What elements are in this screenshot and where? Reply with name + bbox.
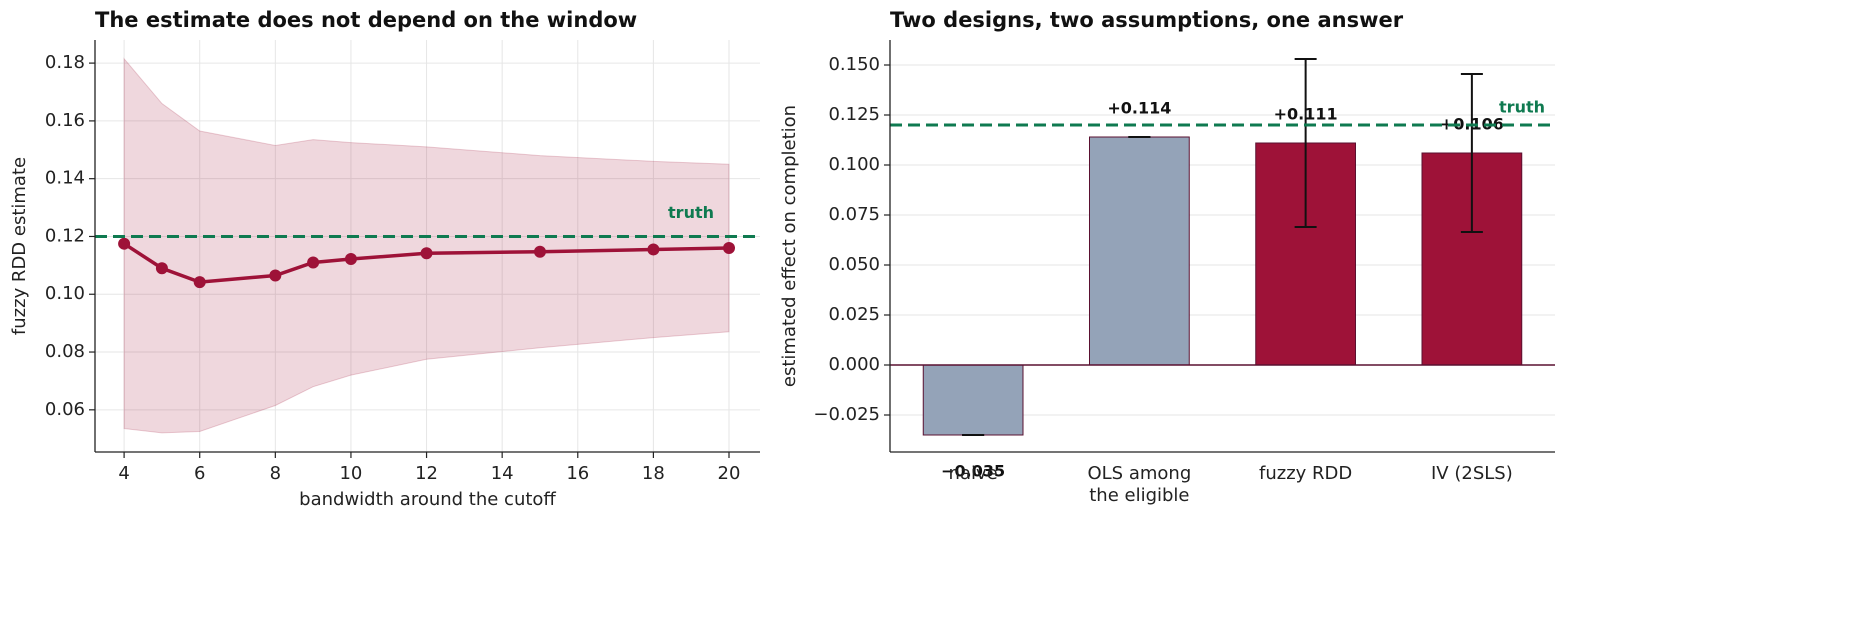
y-tick-label: 0.18 — [45, 52, 85, 73]
point — [533, 245, 546, 258]
point — [155, 262, 168, 275]
value-label: −0.035 — [941, 462, 1005, 481]
error-bar — [1460, 73, 1483, 233]
y-tick-label: 0.150 — [828, 54, 880, 75]
reference-label: truth — [668, 203, 714, 222]
x-tick-label: 10 — [339, 463, 362, 484]
y-tick-label: 0.050 — [828, 254, 880, 275]
point — [647, 243, 660, 256]
y-tick-label: 0.100 — [828, 154, 880, 175]
x-tick-label-line: the eligible — [1089, 485, 1189, 506]
y-tick-label: 0.08 — [45, 341, 85, 362]
bar — [1089, 136, 1190, 366]
y-tick-label: 0.06 — [45, 399, 85, 420]
chart-title: The estimate does not depend on the wind… — [95, 8, 637, 32]
y-axis-label: estimated effect on completion — [779, 105, 800, 387]
x-tick-label: 18 — [642, 463, 665, 484]
x-tick-label: IV (2SLS) — [1431, 463, 1513, 484]
error-bar — [1294, 58, 1317, 228]
x-axis-label: bandwidth around the cutoff — [299, 489, 556, 510]
x-tick-label: 20 — [718, 463, 741, 484]
y-tick-label: 0.025 — [828, 304, 880, 325]
point — [420, 247, 433, 260]
y-tick-label: 0.000 — [828, 354, 880, 375]
chart-title: Two designs, two assumptions, one answer — [890, 8, 1404, 32]
reference-label: truth — [1499, 98, 1545, 117]
line — [123, 242, 730, 284]
point — [193, 276, 206, 289]
point — [118, 237, 131, 250]
point — [344, 253, 357, 266]
value-label: +0.111 — [1274, 105, 1338, 124]
x-tick-label: naive — [949, 463, 998, 484]
x-tick-label: 16 — [566, 463, 589, 484]
y-tick-label: 0.12 — [45, 225, 85, 246]
point — [307, 256, 320, 269]
panel: Two designs, two assumptions, one answer… — [779, 8, 1555, 506]
bar — [922, 364, 1024, 436]
x-tick-label: 4 — [118, 463, 129, 484]
value-label: +0.114 — [1107, 99, 1171, 118]
x-tick-label-line: OLS among — [1087, 463, 1191, 484]
x-tick-label: fuzzy RDD — [1259, 463, 1352, 484]
point — [722, 242, 735, 255]
x-tick-label: 14 — [491, 463, 514, 484]
y-tick-label: 0.125 — [828, 104, 880, 125]
x-tick-label: 6 — [194, 463, 205, 484]
y-tick-label: 0.10 — [45, 283, 85, 304]
y-tick-label: 0.14 — [45, 168, 85, 189]
y-tick-label: 0.16 — [45, 110, 85, 131]
y-tick-label: 0.075 — [828, 204, 880, 225]
y-axis-label: fuzzy RDD estimate — [9, 157, 30, 335]
y-tick-label: −0.025 — [813, 404, 880, 425]
point — [269, 269, 282, 282]
x-tick-label: OLS among the eligible — [1087, 463, 1191, 506]
x-tick-label: 12 — [415, 463, 438, 484]
panel: The estimate does not depend on the wind… — [9, 8, 760, 510]
x-tick-label: 8 — [270, 463, 281, 484]
confidence-band — [123, 57, 730, 434]
